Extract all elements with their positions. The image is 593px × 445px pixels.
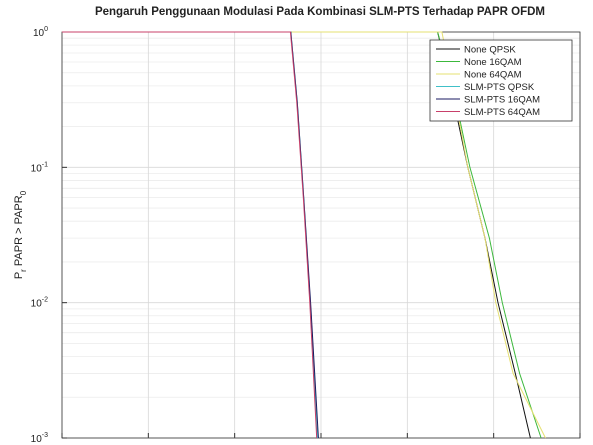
y-tick-label: 10-2 — [31, 297, 48, 310]
y-tick-exp: -2 — [42, 297, 48, 304]
y-tick-exp: 0 — [44, 26, 48, 33]
y-tick-base: 10 — [31, 299, 43, 310]
y-tick-exp: -3 — [42, 432, 48, 439]
y-tick-label: 10-1 — [31, 161, 48, 174]
legend-box — [429, 39, 573, 122]
legend-label: None QPSK — [464, 45, 516, 56]
y-label-part: r — [19, 269, 28, 272]
y-label-part: P — [13, 272, 25, 279]
y-tick-exp: -1 — [42, 161, 48, 168]
y-tick-base: 10 — [31, 163, 43, 174]
y-tick-base: 10 — [31, 434, 43, 445]
y-label-part: 0 — [19, 190, 28, 195]
y-label-part: PAPR > PAPR — [13, 195, 25, 269]
chart-title: Pengaruh Penggunaan Modulasi Pada Kombin… — [95, 6, 545, 18]
legend-label: SLM-PTS 64QAM — [464, 107, 540, 118]
y-tick-label: 100 — [33, 26, 48, 39]
legend-label: SLM-PTS QPSK — [464, 82, 535, 93]
series-line — [62, 31, 318, 439]
y-tick-label: 10-3 — [31, 432, 48, 445]
legend-label: None 16QAM — [464, 57, 522, 68]
legend-label: SLM-PTS 16QAM — [464, 95, 540, 106]
y-tick-base: 10 — [33, 28, 45, 39]
y-axis-label: Pr PAPR > PAPR0 — [13, 190, 28, 279]
legend-label: None 64QAM — [464, 70, 522, 81]
